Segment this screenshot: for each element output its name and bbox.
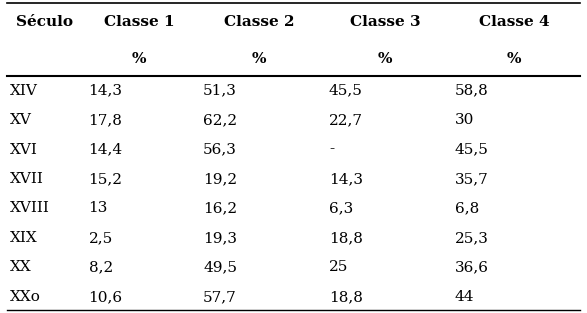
Text: 14,4: 14,4 [89, 142, 123, 156]
Text: Classe 4: Classe 4 [478, 14, 549, 28]
Text: 8,2: 8,2 [89, 260, 113, 275]
Text: 56,3: 56,3 [203, 142, 237, 156]
Text: 6,8: 6,8 [455, 202, 479, 215]
Text: 30: 30 [455, 113, 474, 127]
Text: 14,3: 14,3 [89, 84, 123, 98]
Text: 10,6: 10,6 [89, 290, 123, 304]
Text: %: % [507, 52, 521, 66]
Text: Século: Século [16, 14, 73, 28]
Text: 6,3: 6,3 [329, 202, 353, 215]
Text: XX: XX [10, 260, 32, 275]
Text: %: % [378, 52, 392, 66]
Text: 45,5: 45,5 [329, 84, 363, 98]
Text: 17,8: 17,8 [89, 113, 123, 127]
Text: 13: 13 [89, 202, 108, 215]
Text: 16,2: 16,2 [203, 202, 237, 215]
Text: 36,6: 36,6 [455, 260, 489, 275]
Text: 18,8: 18,8 [329, 231, 363, 245]
Text: -: - [329, 142, 334, 156]
Text: 44: 44 [455, 290, 474, 304]
Text: 35,7: 35,7 [455, 172, 489, 186]
Text: XV: XV [10, 113, 32, 127]
Text: 49,5: 49,5 [203, 260, 237, 275]
Text: 62,2: 62,2 [203, 113, 237, 127]
Text: 15,2: 15,2 [89, 172, 123, 186]
Text: XIV: XIV [10, 84, 38, 98]
Text: Classe 2: Classe 2 [224, 14, 295, 28]
Text: Classe 3: Classe 3 [350, 14, 420, 28]
Text: 18,8: 18,8 [329, 290, 363, 304]
Text: XVIII: XVIII [10, 202, 50, 215]
Text: 19,2: 19,2 [203, 172, 237, 186]
Text: 25: 25 [329, 260, 348, 275]
Text: XVI: XVI [10, 142, 38, 156]
Text: 19,3: 19,3 [203, 231, 237, 245]
Text: 2,5: 2,5 [89, 231, 113, 245]
Text: XIX: XIX [10, 231, 38, 245]
Text: 45,5: 45,5 [455, 142, 489, 156]
Text: 51,3: 51,3 [203, 84, 237, 98]
Text: 58,8: 58,8 [455, 84, 489, 98]
Text: %: % [131, 52, 146, 66]
Text: 25,3: 25,3 [455, 231, 489, 245]
Text: %: % [252, 52, 266, 66]
Text: 14,3: 14,3 [329, 172, 363, 186]
Text: 22,7: 22,7 [329, 113, 363, 127]
Text: XXo: XXo [10, 290, 41, 304]
Text: Classe 1: Classe 1 [103, 14, 174, 28]
Text: XVII: XVII [10, 172, 44, 186]
Text: 57,7: 57,7 [203, 290, 237, 304]
